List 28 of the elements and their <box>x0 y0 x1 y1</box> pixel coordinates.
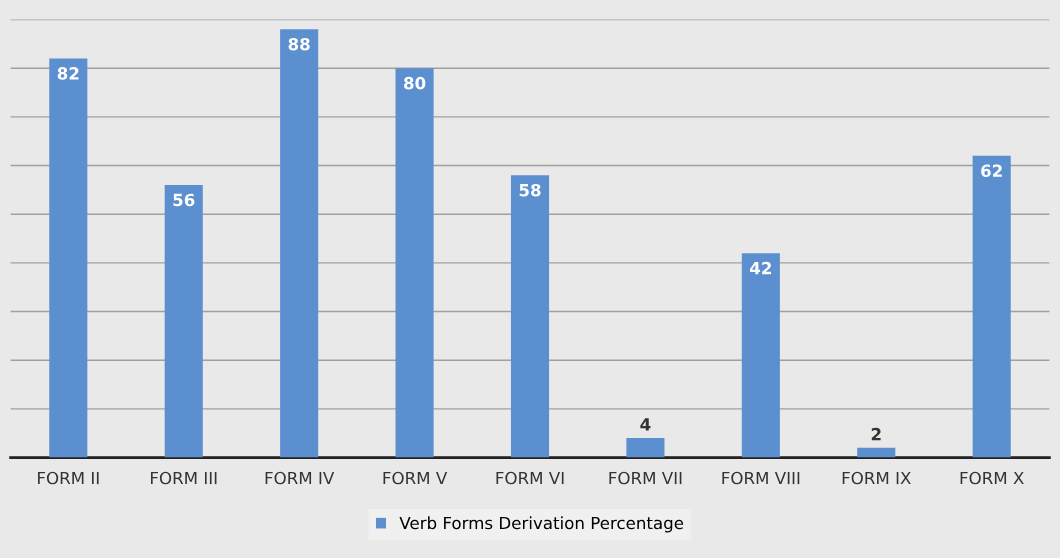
x-tick-label: FORM VII <box>609 471 682 485</box>
data-label: 62 <box>981 164 1002 178</box>
x-tick-label: FORM X <box>960 471 1024 485</box>
bar <box>857 447 896 458</box>
bar <box>972 155 1011 458</box>
bar <box>626 438 665 458</box>
data-label: 88 <box>288 37 310 51</box>
data-label: 58 <box>519 183 541 197</box>
legend-label: Verb Forms Derivation Percentage <box>399 516 684 533</box>
bar <box>395 68 434 458</box>
data-label: 82 <box>57 67 79 80</box>
x-tick-label: FORM II <box>38 471 99 485</box>
x-tick-label: FORM IX <box>842 471 911 485</box>
bar <box>280 29 319 458</box>
x-tick-label: FORM V <box>383 471 448 485</box>
data-label: 56 <box>173 193 195 207</box>
bar <box>164 185 203 458</box>
data-label: 4 <box>640 418 651 431</box>
x-tick-label: FORM IV <box>265 471 335 485</box>
data-label: 2 <box>871 427 881 441</box>
data-label: 80 <box>404 76 426 90</box>
bar <box>510 175 550 458</box>
x-tick-label: FORM III <box>151 471 217 485</box>
bar <box>49 58 88 458</box>
bar <box>741 253 780 458</box>
x-tick-label: FORM VIII <box>722 471 800 485</box>
data-label: 42 <box>750 261 771 275</box>
x-tick-label: FORM VI <box>496 471 564 485</box>
